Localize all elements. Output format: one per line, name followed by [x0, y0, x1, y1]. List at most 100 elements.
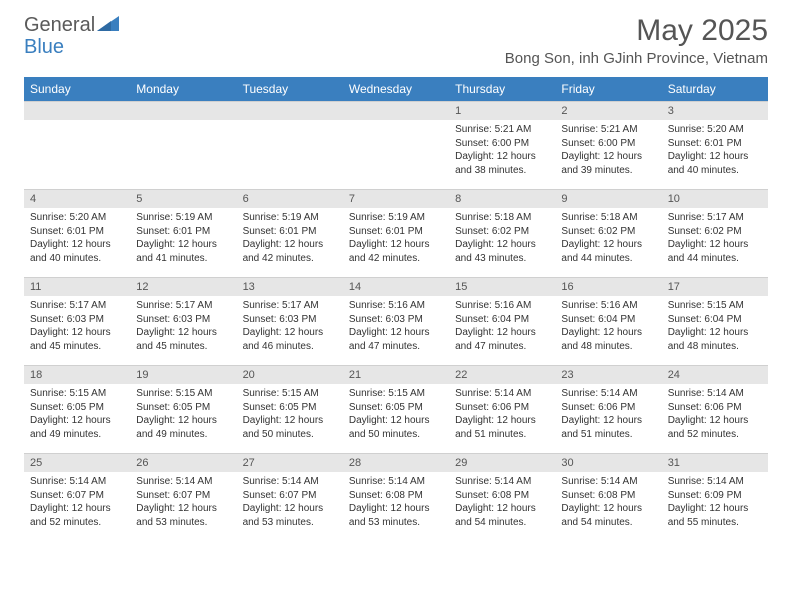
calendar-day-cell: 24Sunrise: 5:14 AMSunset: 6:06 PMDayligh…	[662, 365, 768, 453]
daylight-line: Daylight: 12 hours and 38 minutes.	[455, 150, 549, 177]
sunset-line: Sunset: 6:07 PM	[136, 489, 230, 503]
day-number: 30	[555, 453, 661, 472]
daylight-line: Daylight: 12 hours and 42 minutes.	[243, 238, 337, 265]
sunset-line: Sunset: 6:05 PM	[30, 401, 124, 415]
calendar-day-cell: 27 Sunrise: 5:14 AMSunset: 6:07 PMDayligh…	[237, 453, 343, 541]
day-content: Sunrise: 5:18 AMSunset: 6:02 PMDaylight:…	[449, 208, 555, 271]
day-number	[24, 101, 130, 120]
sunrise-line: Sunrise: 5:19 AM	[136, 211, 230, 225]
day-content: Sunrise: 5:15 AMSunset: 6:05 PMDaylight:…	[343, 384, 449, 447]
calendar-day-cell: 20Sunrise: 5:15 AMSunset: 6:05 PMDayligh…	[237, 365, 343, 453]
sunrise-line: Sunrise: 5:18 AM	[561, 211, 655, 225]
sunrise-line: Sunrise: 5:16 AM	[349, 299, 443, 313]
sunset-line: Sunset: 6:01 PM	[668, 137, 762, 151]
calendar-day-cell: 4Sunrise: 5:20 AMSunset: 6:01 PMDaylight…	[24, 189, 130, 277]
day-number: 10	[662, 189, 768, 208]
day-content: Sunrise: 5:14 AMSunset: 6:06 PMDaylight:…	[555, 384, 661, 447]
sunset-line: Sunset: 6:00 PM	[561, 137, 655, 151]
day-content: Sunrise: 5:20 AMSunset: 6:01 PMDaylight:…	[24, 208, 130, 271]
daylight-line: Daylight: 12 hours and 42 minutes.	[349, 238, 443, 265]
day-content: Sunrise: 5:17 AMSunset: 6:03 PMDaylight:…	[24, 296, 130, 359]
day-content: Sunrise: 5:14 AMSunset: 6:07 PMDaylight:…	[24, 472, 130, 535]
day-number: 12	[130, 277, 236, 296]
calendar-day-cell: 28Sunrise: 5:14 AMSunset: 6:08 PMDayligh…	[343, 453, 449, 541]
daylight-line: Daylight: 12 hours and 45 minutes.	[30, 326, 124, 353]
sunset-line: Sunset: 6:07 PM	[243, 489, 337, 503]
sunrise-line: Sunrise: 5:14 AM	[243, 475, 337, 489]
day-number: 23	[555, 365, 661, 384]
daylight-line: Daylight: 12 hours and 54 minutes.	[561, 502, 655, 529]
daylight-line: Daylight: 12 hours and 53 minutes.	[243, 502, 337, 529]
sunset-line: Sunset: 6:02 PM	[561, 225, 655, 239]
day-content: Sunrise: 5:14 AMSunset: 6:08 PMDaylight:…	[449, 472, 555, 535]
day-number: 7	[343, 189, 449, 208]
day-header: Saturday	[662, 77, 768, 101]
sunrise-line: Sunrise: 5:15 AM	[668, 299, 762, 313]
daylight-line: Daylight: 12 hours and 48 minutes.	[668, 326, 762, 353]
day-content: Sunrise: 5:14 AMSunset: 6:06 PMDaylight:…	[662, 384, 768, 447]
sunrise-line: Sunrise: 5:15 AM	[349, 387, 443, 401]
day-number: 13	[237, 277, 343, 296]
day-content: Sunrise: 5:17 AMSunset: 6:03 PMDaylight:…	[130, 296, 236, 359]
day-content: Sunrise: 5:14 AMSunset: 6:08 PMDaylight:…	[343, 472, 449, 535]
day-number: 31	[662, 453, 768, 472]
day-number: 18	[24, 365, 130, 384]
day-content: Sunrise: 5:18 AMSunset: 6:02 PMDaylight:…	[555, 208, 661, 271]
daylight-line: Daylight: 12 hours and 40 minutes.	[30, 238, 124, 265]
day-content: Sunrise: 5:16 AMSunset: 6:04 PMDaylight:…	[555, 296, 661, 359]
sunset-line: Sunset: 6:06 PM	[668, 401, 762, 415]
day-header: Tuesday	[237, 77, 343, 101]
day-number: 8	[449, 189, 555, 208]
calendar-day-cell: 18Sunrise: 5:15 AMSunset: 6:05 PMDayligh…	[24, 365, 130, 453]
day-number	[237, 101, 343, 120]
sunset-line: Sunset: 6:03 PM	[349, 313, 443, 327]
sunset-line: Sunset: 6:02 PM	[455, 225, 549, 239]
sunset-line: Sunset: 6:08 PM	[349, 489, 443, 503]
sunrise-line: Sunrise: 5:14 AM	[455, 475, 549, 489]
day-header: Thursday	[449, 77, 555, 101]
sunset-line: Sunset: 6:00 PM	[455, 137, 549, 151]
sunrise-line: Sunrise: 5:21 AM	[455, 123, 549, 137]
calendar-day-cell: 5Sunrise: 5:19 AMSunset: 6:01 PMDaylight…	[130, 189, 236, 277]
sunset-line: Sunset: 6:01 PM	[136, 225, 230, 239]
calendar-day-cell: 21Sunrise: 5:15 AMSunset: 6:05 PMDayligh…	[343, 365, 449, 453]
daylight-line: Daylight: 12 hours and 53 minutes.	[349, 502, 443, 529]
day-header: Wednesday	[343, 77, 449, 101]
day-number: 24	[662, 365, 768, 384]
daylight-line: Daylight: 12 hours and 49 minutes.	[30, 414, 124, 441]
day-content: Sunrise: 5:14 AMSunset: 6:07 PMDaylight:…	[130, 472, 236, 535]
calendar-week-row: 11Sunrise: 5:17 AMSunset: 6:03 PMDayligh…	[24, 277, 768, 365]
sunset-line: Sunset: 6:04 PM	[668, 313, 762, 327]
sunset-line: Sunset: 6:05 PM	[349, 401, 443, 415]
day-number: 21	[343, 365, 449, 384]
sunset-line: Sunset: 6:04 PM	[455, 313, 549, 327]
daylight-line: Daylight: 12 hours and 46 minutes.	[243, 326, 337, 353]
daylight-line: Daylight: 12 hours and 44 minutes.	[561, 238, 655, 265]
sunset-line: Sunset: 6:05 PM	[243, 401, 337, 415]
day-content: Sunrise: 5:16 AMSunset: 6:04 PMDaylight:…	[449, 296, 555, 359]
day-number: 26	[130, 453, 236, 472]
sunset-line: Sunset: 6:09 PM	[668, 489, 762, 503]
calendar-day-cell	[237, 101, 343, 189]
day-number	[343, 101, 449, 120]
day-number: 27	[237, 453, 343, 472]
day-number: 1	[449, 101, 555, 120]
daylight-line: Daylight: 12 hours and 55 minutes.	[668, 502, 762, 529]
calendar-day-cell: 15Sunrise: 5:16 AMSunset: 6:04 PMDayligh…	[449, 277, 555, 365]
day-number: 20	[237, 365, 343, 384]
day-content: Sunrise: 5:19 AMSunset: 6:01 PMDaylight:…	[237, 208, 343, 271]
logo: General	[24, 14, 119, 37]
day-header: Monday	[130, 77, 236, 101]
sunset-line: Sunset: 6:01 PM	[243, 225, 337, 239]
calendar-day-cell	[343, 101, 449, 189]
calendar-day-cell: 31Sunrise: 5:14 AMSunset: 6:09 PMDayligh…	[662, 453, 768, 541]
logo-blue-wrap: Blue	[24, 36, 64, 59]
sunset-line: Sunset: 6:08 PM	[455, 489, 549, 503]
sunset-line: Sunset: 6:03 PM	[30, 313, 124, 327]
calendar-day-cell: 30Sunrise: 5:14 AMSunset: 6:08 PMDayligh…	[555, 453, 661, 541]
calendar-day-cell: 26Sunrise: 5:14 AMSunset: 6:07 PMDayligh…	[130, 453, 236, 541]
day-number: 22	[449, 365, 555, 384]
calendar-week-row: 4Sunrise: 5:20 AMSunset: 6:01 PMDaylight…	[24, 189, 768, 277]
sunrise-line: Sunrise: 5:14 AM	[561, 387, 655, 401]
calendar-day-cell: 8Sunrise: 5:18 AMSunset: 6:02 PMDaylight…	[449, 189, 555, 277]
